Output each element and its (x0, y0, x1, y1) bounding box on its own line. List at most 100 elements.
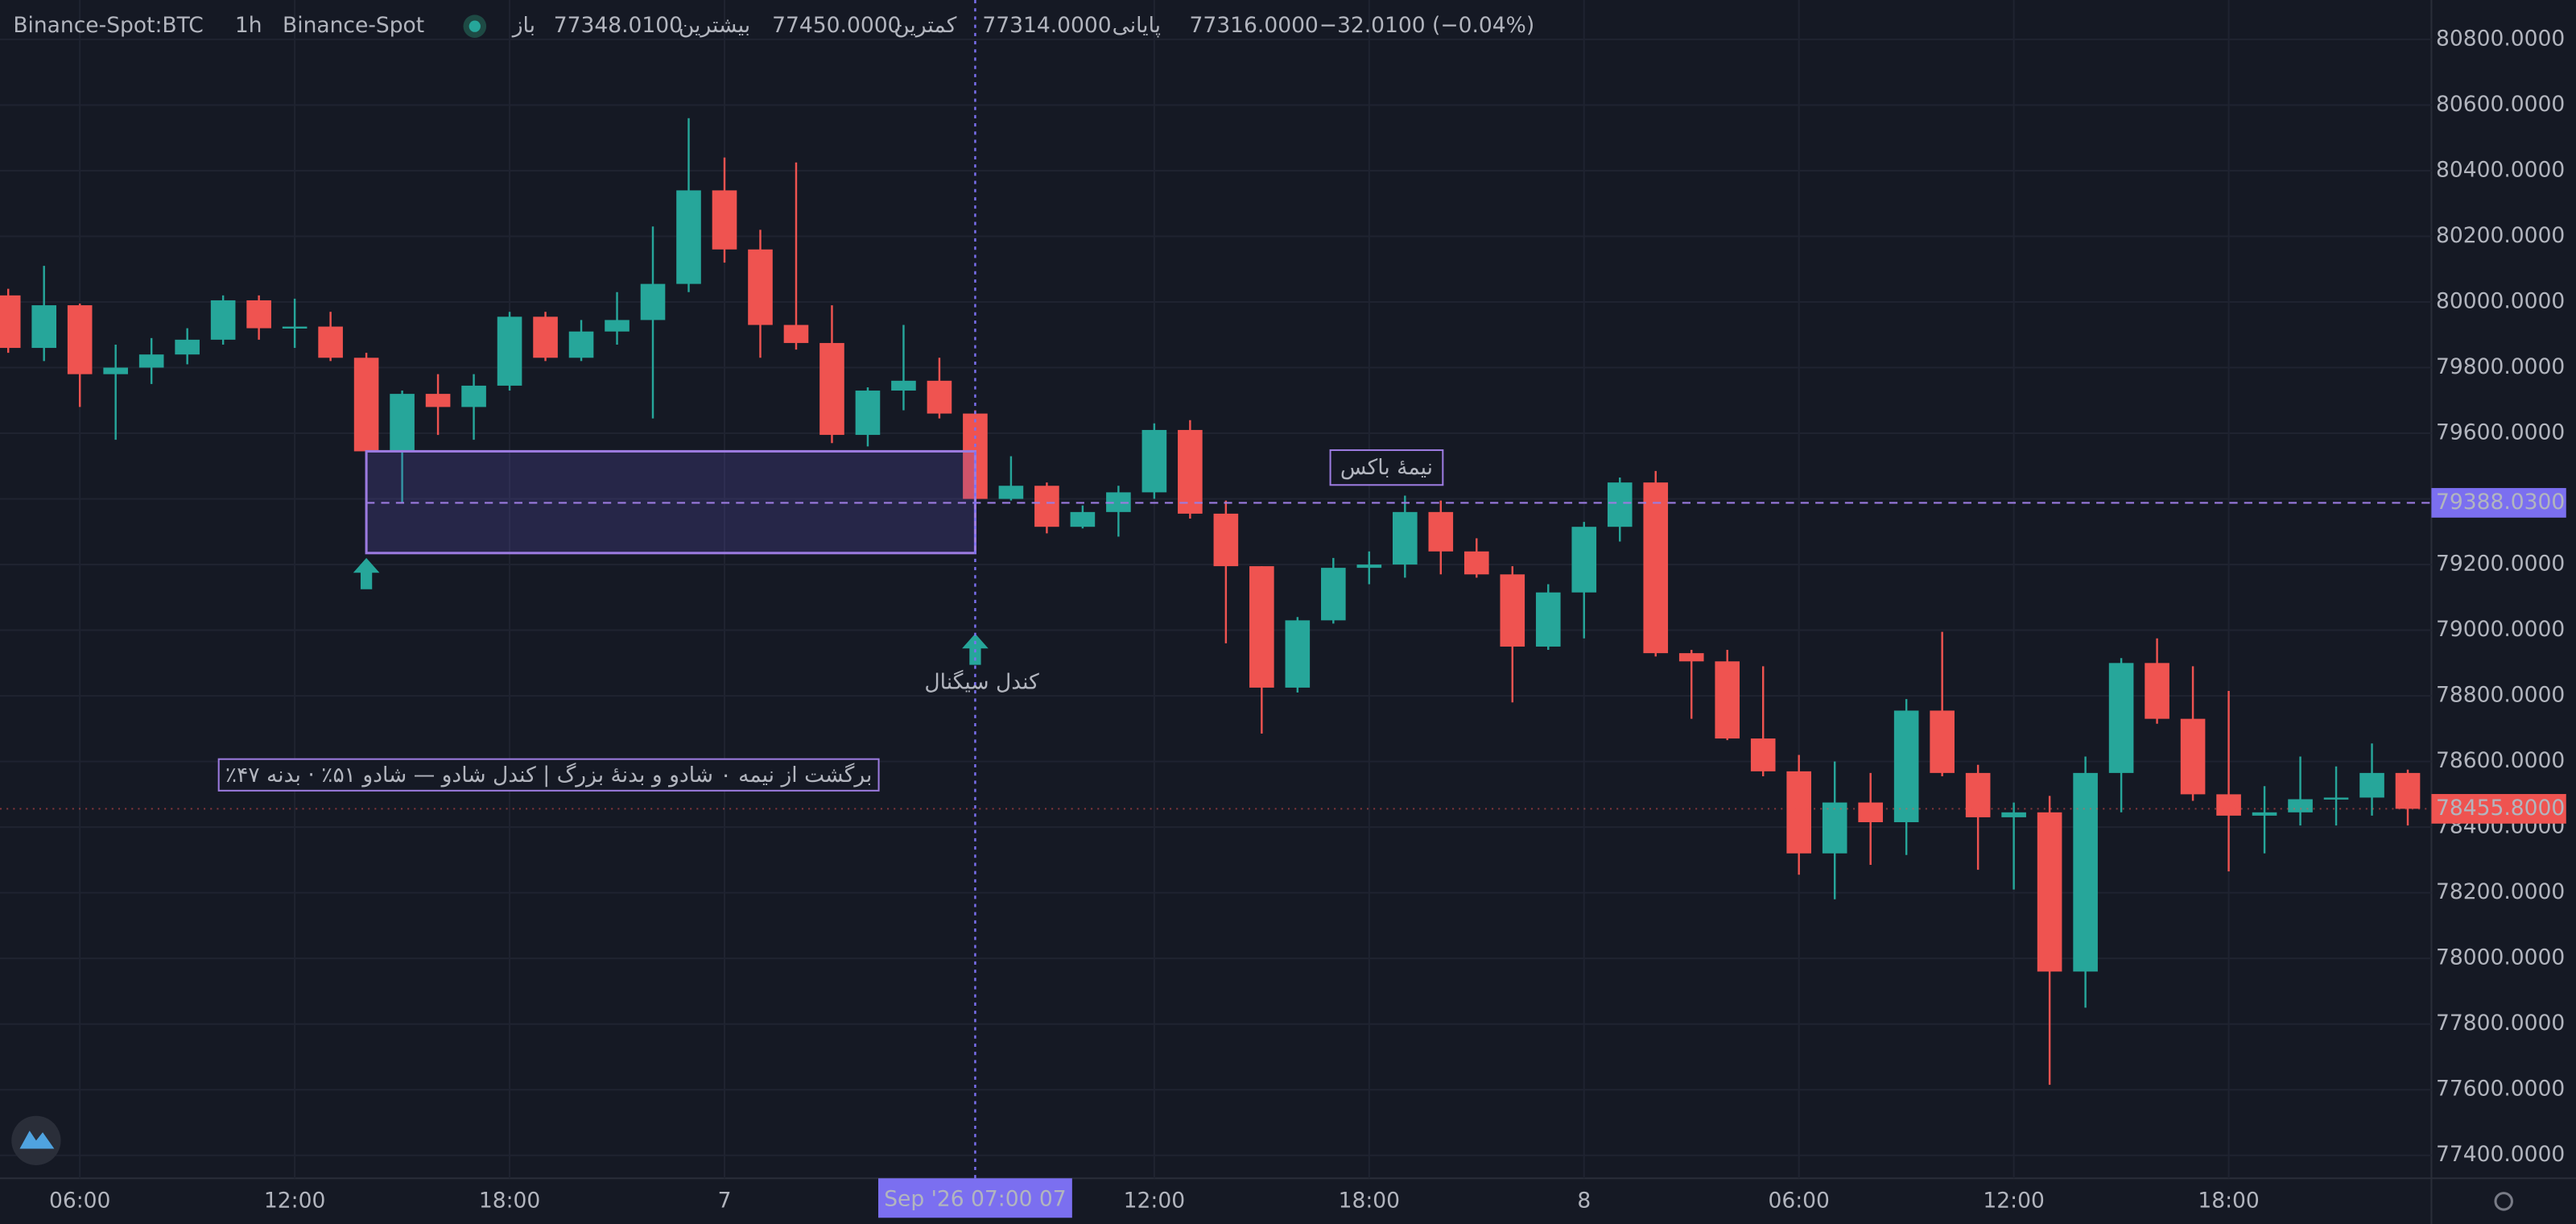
y-tick-label: 79800.0000 (2436, 354, 2565, 379)
candle-body (1893, 710, 1919, 823)
candle-body (1858, 802, 1883, 823)
candle-body (1213, 513, 1239, 567)
candle-body (712, 190, 737, 250)
candle-body (2323, 797, 2349, 800)
low-value: 77314.0000 (982, 13, 1111, 38)
logo-mark (19, 1131, 55, 1149)
open-label: باز (511, 13, 535, 38)
candle-body (1070, 511, 1096, 527)
high-label: بیشترین (679, 13, 750, 38)
candle-body (1500, 574, 1525, 647)
y-tick-label: 78200.0000 (2436, 879, 2565, 904)
x-tick-label: 12:00 (1124, 1188, 1185, 1213)
candles (0, 118, 2421, 1085)
y-tick-label: 80400.0000 (2436, 157, 2565, 182)
x-tick-label: 06:00 (49, 1188, 110, 1213)
candle-body (425, 394, 451, 407)
candle-body (461, 385, 486, 407)
candle-body (855, 391, 881, 436)
settings-icon[interactable] (2494, 1192, 2513, 1211)
candle-body (533, 316, 558, 358)
candle-body (1393, 511, 1418, 565)
candle-body (210, 300, 236, 340)
candle-body (568, 331, 594, 358)
candle-body (1321, 568, 1346, 621)
x-tick-label: 18:00 (1339, 1188, 1400, 1213)
high-value: 77450.0000 (772, 13, 901, 38)
candle-body (2037, 812, 2062, 972)
candle-body (282, 326, 308, 329)
interval: 1h (235, 13, 262, 38)
mid-price-badge (2431, 488, 2566, 518)
candle-body (67, 305, 93, 374)
candle-body (318, 326, 343, 358)
candle-body (1571, 527, 1597, 593)
signal-arrow (353, 557, 380, 589)
y-tick-label: 79000.0000 (2436, 617, 2565, 642)
note-frame (217, 758, 880, 792)
last-price-badge (2431, 794, 2566, 824)
candle-body (2108, 663, 2134, 773)
candle-body (1463, 551, 1489, 575)
candle-body (2180, 718, 2206, 795)
status-dot (469, 20, 481, 32)
candle-body (1285, 620, 1311, 688)
candle-body (1643, 482, 1669, 654)
candle-body (1750, 738, 1776, 771)
y-tick-label: 78600.0000 (2436, 748, 2565, 773)
y-tick-label: 77600.0000 (2436, 1077, 2565, 1102)
last-price-label: 78455.8000 (2436, 796, 2565, 821)
x-tick-label: 12:00 (1983, 1188, 2044, 1213)
x-tick-label: 06:00 (1768, 1188, 1829, 1213)
candle-body (1965, 772, 1991, 817)
candle-body (2288, 799, 2313, 813)
candle-body (1535, 592, 1561, 647)
y-tick-label: 79200.0000 (2436, 552, 2565, 577)
candle-body (0, 295, 21, 349)
x-tick-label: 7 (718, 1188, 732, 1213)
gear[interactable] (2494, 1192, 2513, 1211)
candle-body (103, 367, 128, 374)
candle-body (783, 325, 809, 343)
y-tick-label: 80000.0000 (2436, 288, 2565, 313)
candle-body (2395, 772, 2421, 809)
candle-body (1141, 429, 1167, 493)
candle-body (819, 342, 844, 436)
y-tick-label: 80200.0000 (2436, 223, 2565, 248)
candle-body (2073, 772, 2098, 972)
y-tick-label: 80800.0000 (2436, 26, 2565, 51)
crosshair-label: Sep '26 07:00 07 (884, 1186, 1066, 1211)
candle-body (891, 380, 916, 391)
candle-body (927, 380, 952, 414)
exchange: Binance-Spot (283, 13, 424, 38)
change-value: −32.0100 (−0.04%) (1319, 13, 1534, 38)
x-tick-label: 18:00 (2198, 1188, 2259, 1213)
y-tick-label: 80600.0000 (2436, 92, 2565, 117)
y-tick-label: 77800.0000 (2436, 1011, 2565, 1036)
open-value: 77348.0100 (554, 13, 683, 38)
mid-price-label: 79388.0300 (2436, 490, 2565, 515)
candle-body (1356, 564, 1382, 569)
candle-body (1249, 566, 1274, 688)
note: ٪برگشت از نیمه ۰ شادو و بدنهٔ بزرگ | کند… (225, 763, 873, 788)
x-tick-label: 18:00 (479, 1188, 540, 1213)
box-label: نیمهٔ باکس (1340, 455, 1433, 480)
candle-body (998, 486, 1024, 499)
y-tick-label: 77400.0000 (2436, 1142, 2565, 1167)
x-tick-label: 8 (1577, 1188, 1591, 1213)
candle-body (1822, 802, 1847, 854)
candle-body (1178, 429, 1203, 514)
candle-body (2252, 812, 2277, 816)
y-tick-label: 78800.0000 (2436, 683, 2565, 708)
candle-body (1930, 710, 1955, 773)
box-label-frame (1329, 449, 1444, 486)
candle-body (676, 190, 701, 284)
low-label: کمترین (894, 13, 957, 38)
signal-label: کندل سیگنال (924, 670, 1039, 695)
candle-body (353, 358, 379, 452)
